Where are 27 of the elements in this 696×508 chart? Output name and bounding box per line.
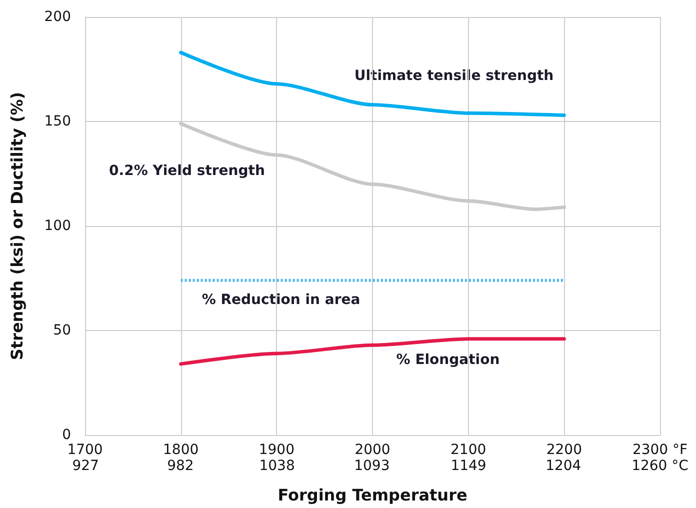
line-series	[179, 337, 566, 366]
x2-tick-label: 982	[167, 458, 194, 474]
x2-tick-label: 1093	[354, 458, 390, 474]
x-tick-label: 1700	[67, 442, 103, 458]
series-label: 0.2% Yield strength	[109, 163, 265, 179]
y-tick-label: 200	[44, 9, 71, 25]
line-series	[179, 50, 566, 117]
series-label: Ultimate tensile strength	[354, 68, 554, 84]
x2-tick-label: 1149	[450, 458, 486, 474]
series-label: % Elongation	[396, 352, 500, 368]
x-tick-label: 2000	[354, 442, 390, 458]
y-tick-label: 50	[53, 322, 71, 338]
x-tick-label: 2100	[450, 442, 486, 458]
x-tick-label: 2300 °F	[632, 442, 688, 458]
y-tick-label: 0	[62, 427, 71, 443]
x-axis-title: Forging Temperature	[278, 486, 468, 504]
y-tick-label: 100	[44, 218, 71, 234]
x2-tick-label: 1038	[259, 458, 295, 474]
x-tick-label: 1800	[163, 442, 199, 458]
series-label: % Reduction in area	[202, 292, 360, 308]
y-tick-label: 150	[44, 114, 71, 130]
x-tick-label: 2200	[546, 442, 582, 458]
x2-tick-label: 927	[72, 458, 99, 474]
x2-tick-label: 1260 °C	[632, 458, 689, 474]
y-axis-title: Strength (ksi) or Ductility (%)	[8, 92, 26, 360]
x-tick-label: 1900	[258, 442, 294, 458]
x2-tick-label: 1204	[546, 458, 582, 474]
